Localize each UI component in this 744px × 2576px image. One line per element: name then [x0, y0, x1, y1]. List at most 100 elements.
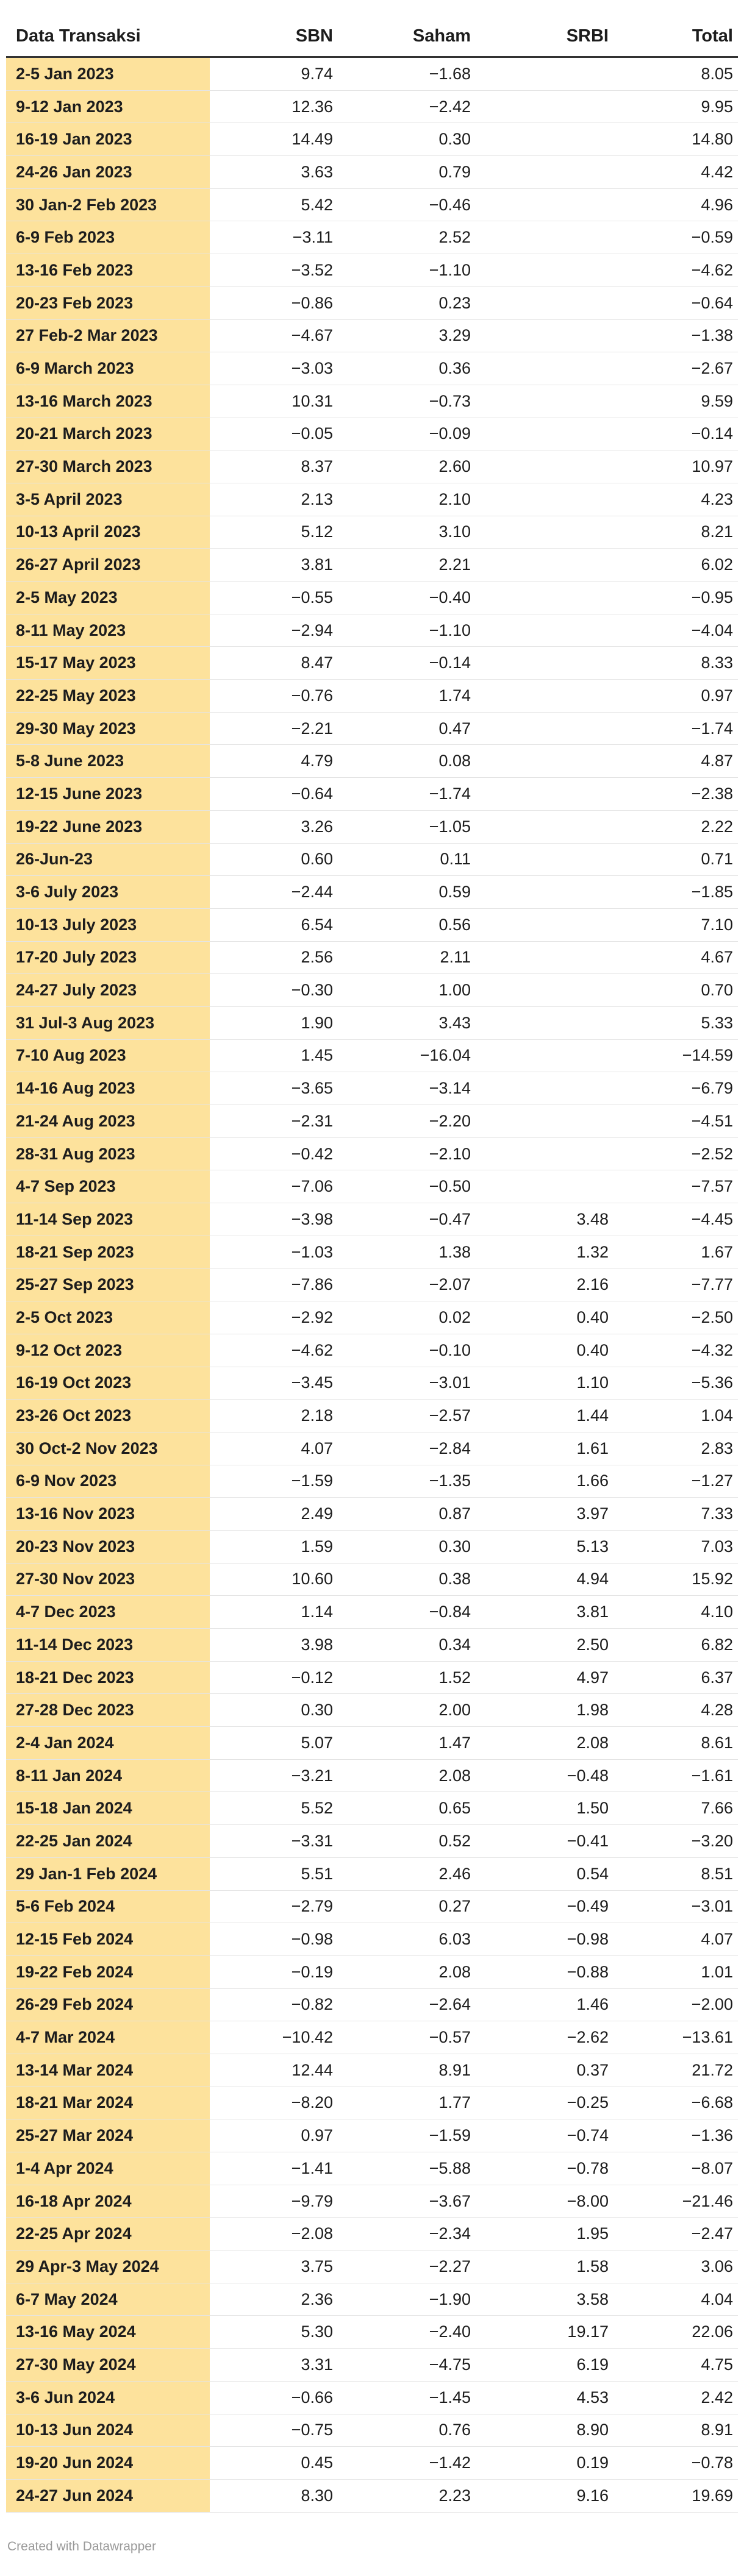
header-sbn[interactable]: SBN: [210, 16, 338, 58]
cell-sbn: −8.20: [210, 2087, 338, 2120]
cell-srbi: 5.13: [476, 1530, 613, 1564]
cell-srbi: 1.50: [476, 1791, 613, 1826]
cell-saham: 2.10: [338, 483, 476, 516]
cell-srbi: [476, 155, 613, 189]
cell-srbi: [476, 744, 613, 778]
table-row: 8-11 May 2023 −2.94 −1.10 −4.04: [6, 614, 738, 647]
cell-srbi: 1.66: [476, 1465, 613, 1498]
cell-saham: 0.65: [338, 1791, 476, 1826]
header-srbi[interactable]: SRBI: [476, 16, 613, 58]
cell-saham: −0.46: [338, 188, 476, 222]
header-total[interactable]: Total: [613, 16, 738, 58]
cell-total: −1.38: [613, 319, 738, 353]
cell-srbi: 4.94: [476, 1563, 613, 1596]
header-data-transaksi[interactable]: Data Transaksi: [6, 16, 210, 58]
cell-saham: −1.68: [338, 57, 476, 91]
table-row: 30 Oct-2 Nov 2023 4.07 −2.84 1.61 2.83: [6, 1432, 738, 1465]
cell-saham: 0.52: [338, 1824, 476, 1858]
cell-date: 19-22 June 2023: [6, 810, 210, 844]
cell-date: 2-5 Jan 2023: [6, 57, 210, 91]
cell-total: 0.71: [613, 843, 738, 877]
cell-date: 13-16 May 2024: [6, 2315, 210, 2349]
cell-saham: 0.59: [338, 875, 476, 909]
cell-sbn: −1.03: [210, 1236, 338, 1269]
cell-srbi: 0.37: [476, 2054, 613, 2087]
cell-saham: 0.38: [338, 1563, 476, 1596]
cell-sbn: 2.13: [210, 483, 338, 516]
cell-sbn: −2.21: [210, 712, 338, 745]
cell-total: 8.51: [613, 1857, 738, 1891]
table-row: 12-15 Feb 2024 −0.98 6.03 −0.98 4.07: [6, 1923, 738, 1956]
cell-date: 19-22 Feb 2024: [6, 1955, 210, 1989]
table-row: 29 Apr-3 May 2024 3.75 −2.27 1.58 3.06: [6, 2250, 738, 2283]
cell-date: 31 Jul-3 Aug 2023: [6, 1006, 210, 1040]
cell-sbn: 9.74: [210, 57, 338, 91]
cell-saham: 0.08: [338, 744, 476, 778]
cell-date: 8-11 May 2023: [6, 614, 210, 647]
cell-total: 1.04: [613, 1399, 738, 1432]
cell-sbn: 5.30: [210, 2315, 338, 2349]
cell-date: 27-30 Nov 2023: [6, 1563, 210, 1596]
cell-date: 10-13 July 2023: [6, 908, 210, 942]
cell-sbn: −0.12: [210, 1661, 338, 1695]
cell-sbn: −2.08: [210, 2217, 338, 2251]
cell-date: 26-Jun-23: [6, 843, 210, 877]
cell-date: 22-25 May 2023: [6, 679, 210, 713]
table-row: 5-6 Feb 2024 −2.79 0.27 −0.49 −3.01: [6, 1890, 738, 1924]
cell-date: 13-14 Mar 2024: [6, 2054, 210, 2087]
cell-date: 4-7 Mar 2024: [6, 2021, 210, 2054]
cell-date: 6-9 Nov 2023: [6, 1465, 210, 1498]
cell-sbn: −10.42: [210, 2021, 338, 2054]
cell-sbn: 5.52: [210, 1791, 338, 1826]
cell-saham: 1.74: [338, 679, 476, 713]
cell-saham: −2.27: [338, 2250, 476, 2283]
cell-srbi: 1.95: [476, 2217, 613, 2251]
cell-total: −4.51: [613, 1105, 738, 1138]
cell-date: 2-5 May 2023: [6, 581, 210, 614]
table-row: 27-30 May 2024 3.31 −4.75 6.19 4.75: [6, 2348, 738, 2382]
cell-total: 4.04: [613, 2283, 738, 2316]
cell-sbn: −7.06: [210, 1170, 338, 1204]
cell-total: −4.32: [613, 1334, 738, 1367]
cell-sbn: 3.98: [210, 1628, 338, 1662]
header-saham[interactable]: Saham: [338, 16, 476, 58]
table-row: 24-26 Jan 2023 3.63 0.79 4.42: [6, 155, 738, 189]
table-row: 13-16 March 2023 10.31 −0.73 9.59: [6, 385, 738, 418]
table-header-row: Data Transaksi SBN Saham SRBI Total: [6, 16, 738, 58]
cell-total: 8.61: [613, 1726, 738, 1760]
table-row: 23-26 Oct 2023 2.18 −2.57 1.44 1.04: [6, 1399, 738, 1432]
cell-date: 12-15 Feb 2024: [6, 1923, 210, 1956]
cell-srbi: [476, 90, 613, 124]
cell-srbi: 3.58: [476, 2283, 613, 2316]
cell-saham: −1.42: [338, 2446, 476, 2480]
cell-saham: 0.47: [338, 712, 476, 745]
datawrapper-credit[interactable]: Created with Datawrapper: [7, 2539, 156, 2553]
cell-srbi: 2.50: [476, 1628, 613, 1662]
table-row: 4-7 Mar 2024 −10.42 −0.57 −2.62 −13.61: [6, 2021, 738, 2054]
cell-srbi: −0.25: [476, 2087, 613, 2120]
cell-saham: −3.14: [338, 1072, 476, 1105]
table-row: 19-22 Feb 2024 −0.19 2.08 −0.88 1.01: [6, 1955, 738, 1989]
cell-total: 4.87: [613, 744, 738, 778]
cell-saham: 2.60: [338, 450, 476, 483]
cell-srbi: 3.97: [476, 1497, 613, 1531]
cell-saham: 3.29: [338, 319, 476, 353]
cell-total: 4.96: [613, 188, 738, 222]
cell-total: 2.22: [613, 810, 738, 844]
cell-saham: 1.52: [338, 1661, 476, 1695]
table-row: 27 Feb-2 Mar 2023 −4.67 3.29 −1.38: [6, 319, 738, 353]
cell-saham: −1.90: [338, 2283, 476, 2316]
cell-total: 4.42: [613, 155, 738, 189]
cell-srbi: [476, 843, 613, 877]
cell-total: −8.07: [613, 2152, 738, 2185]
cell-sbn: 5.42: [210, 188, 338, 222]
cell-saham: 0.30: [338, 1530, 476, 1564]
table-row: 10-13 July 2023 6.54 0.56 7.10: [6, 908, 738, 942]
cell-saham: −1.35: [338, 1465, 476, 1498]
cell-srbi: 8.90: [476, 2414, 613, 2447]
table-row: 4-7 Dec 2023 1.14 −0.84 3.81 4.10: [6, 1595, 738, 1629]
table-row: 13-16 May 2024 5.30 −2.40 19.17 22.06: [6, 2315, 738, 2349]
table-row: 15-17 May 2023 8.47 −0.14 8.33: [6, 646, 738, 680]
cell-srbi: [476, 777, 613, 811]
cell-date: 16-19 Oct 2023: [6, 1367, 210, 1400]
